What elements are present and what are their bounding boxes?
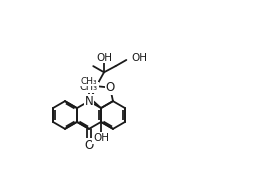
Text: O: O	[84, 139, 94, 152]
Text: O: O	[105, 81, 115, 94]
Text: CH₃: CH₃	[81, 77, 97, 86]
Text: OH: OH	[96, 53, 112, 63]
Text: CH₃: CH₃	[80, 82, 98, 92]
Text: OH: OH	[132, 54, 148, 63]
Text: N: N	[85, 95, 93, 108]
Text: OH: OH	[93, 133, 109, 143]
